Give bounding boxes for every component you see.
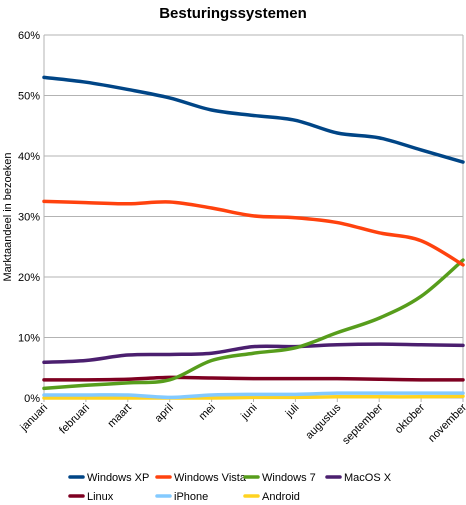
legend-label-linux: Linux — [87, 491, 114, 503]
x-tick-label: april — [153, 402, 176, 425]
x-tick-label: augustus — [303, 401, 343, 441]
series-line-windows-vista — [42, 199, 465, 267]
y-tick-label: 0% — [24, 393, 40, 405]
series-line-linux — [42, 375, 465, 382]
y-tick-label: 30% — [18, 212, 40, 224]
x-tick-label: juli — [283, 402, 302, 421]
y-tick-label: 10% — [18, 333, 40, 345]
series-line-android — [42, 394, 465, 400]
y-tick-labels: 0% 10% 20% 30% 40% 50% 60% — [18, 30, 40, 405]
x-tick-label: juni — [238, 402, 259, 423]
x-tick-labels: januari februari maart april mei juni juli augu… — [18, 398, 466, 447]
y-axis-label: Marktaandeel in bezoeken — [2, 152, 14, 281]
legend: Windows XP Windows Vista Windows 7 MacOS X L… — [68, 472, 392, 503]
x-tick-label: mei — [197, 402, 218, 423]
series-lines — [42, 75, 465, 400]
legend-label-macos-x: MacOS X — [344, 472, 392, 484]
x-tick-label: januari — [18, 402, 51, 435]
y-tick-label: 40% — [18, 151, 40, 163]
legend-label-windows-vista: Windows Vista — [174, 472, 247, 484]
x-tick-label: oktober — [393, 401, 428, 436]
series-line-iphone — [42, 391, 465, 400]
y-tick-label: 50% — [18, 91, 40, 103]
series-line-windows-7 — [42, 258, 465, 391]
x-tick-label: september — [340, 401, 385, 446]
x-tick-label: maart — [106, 402, 134, 430]
x-tick-label: februari — [57, 402, 92, 437]
legend-label-iphone: iPhone — [174, 491, 208, 503]
series-line-macos-x — [42, 342, 465, 365]
legend-label-windows-xp: Windows XP — [87, 472, 149, 484]
y-tick-label: 20% — [18, 272, 40, 284]
legend-label-windows-7: Windows 7 — [262, 472, 316, 484]
series-line-windows-xp — [42, 75, 465, 164]
gridlines — [44, 34, 463, 399]
chart-title: Besturingssystemen — [159, 5, 307, 22]
x-tick-label: november — [426, 401, 466, 444]
y-tick-label: 60% — [18, 30, 40, 42]
legend-label-android: Android — [262, 491, 300, 503]
